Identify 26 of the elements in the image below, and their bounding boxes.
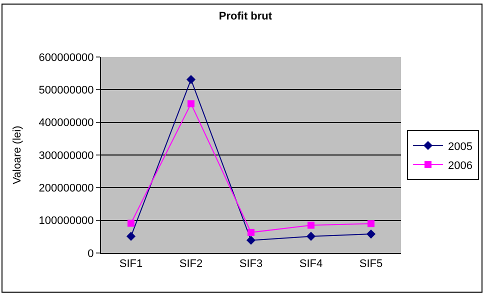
y-tick-label: 600000000 <box>38 52 94 64</box>
point <box>248 228 254 236</box>
x-tick-label: SIF4 <box>299 258 323 270</box>
point <box>366 230 376 239</box>
y-tick-label: 200000000 <box>38 182 94 195</box>
x-tick-label: SIF1 <box>119 258 143 270</box>
point <box>126 232 136 241</box>
y-axis-title: Valoare (lei) <box>11 126 24 184</box>
legend-label: 2006 <box>448 160 472 172</box>
point <box>308 222 314 229</box>
x-tick-label: SIF3 <box>239 258 263 270</box>
y-tick-label: 0 <box>88 248 94 260</box>
point <box>188 100 194 108</box>
x-tick-label: SIF5 <box>359 258 383 270</box>
y-tick-label: 400000000 <box>38 117 94 130</box>
point <box>368 220 374 228</box>
y-tick-label: 100000000 <box>38 215 94 228</box>
point <box>186 74 196 84</box>
point <box>128 220 134 227</box>
point <box>306 232 316 241</box>
chart-title: Profit brut <box>218 10 272 23</box>
point <box>246 236 256 245</box>
y-tick-label: 500000000 <box>38 84 94 97</box>
legend-label: 2005 <box>448 140 472 153</box>
y-tick-label: 300000000 <box>38 150 94 162</box>
x-tick-label: SIF2 <box>179 258 203 270</box>
